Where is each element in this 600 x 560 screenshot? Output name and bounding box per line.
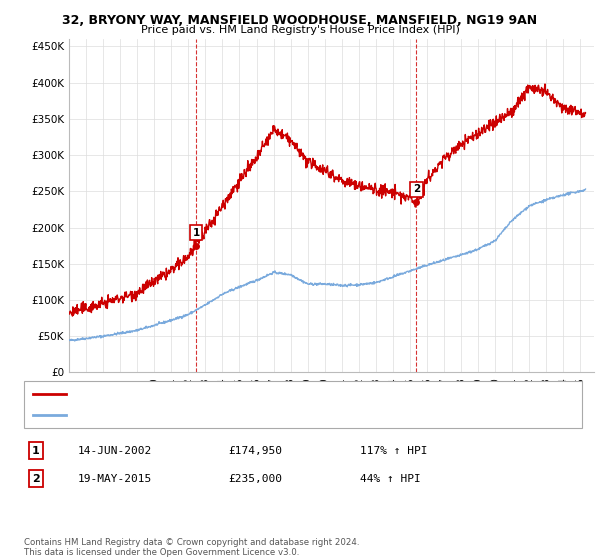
Text: 44% ↑ HPI: 44% ↑ HPI	[360, 474, 421, 484]
Text: 1: 1	[193, 227, 200, 237]
Text: 117% ↑ HPI: 117% ↑ HPI	[360, 446, 427, 456]
Text: 1: 1	[32, 446, 40, 456]
Text: £235,000: £235,000	[228, 474, 282, 484]
Text: Contains HM Land Registry data © Crown copyright and database right 2024.
This d: Contains HM Land Registry data © Crown c…	[24, 538, 359, 557]
Text: 2: 2	[32, 474, 40, 484]
Text: 32, BRYONY WAY, MANSFIELD WOODHOUSE, MANSFIELD, NG19 9AN: 32, BRYONY WAY, MANSFIELD WOODHOUSE, MAN…	[62, 14, 538, 27]
Text: 14-JUN-2002: 14-JUN-2002	[78, 446, 152, 456]
Text: 2: 2	[413, 184, 420, 194]
Text: HPI: Average price, detached house, Mansfield: HPI: Average price, detached house, Mans…	[72, 410, 300, 420]
Text: 32, BRYONY WAY, MANSFIELD WOODHOUSE, MANSFIELD, NG19 9AN (detached house): 32, BRYONY WAY, MANSFIELD WOODHOUSE, MAN…	[72, 389, 495, 399]
Text: 19-MAY-2015: 19-MAY-2015	[78, 474, 152, 484]
Text: £174,950: £174,950	[228, 446, 282, 456]
Text: Price paid vs. HM Land Registry's House Price Index (HPI): Price paid vs. HM Land Registry's House …	[140, 25, 460, 35]
